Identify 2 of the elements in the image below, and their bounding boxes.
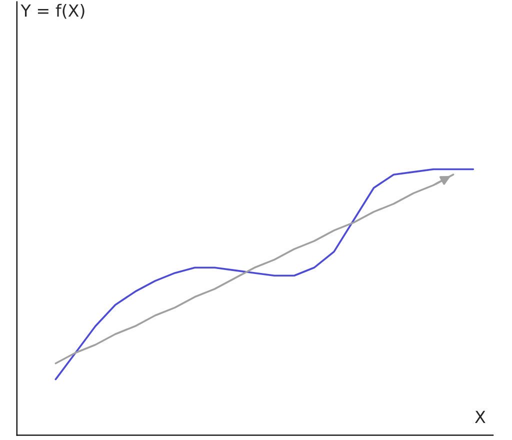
text: Y = f(X)	[20, 4, 84, 19]
x-axis-title: X	[474, 410, 486, 424]
